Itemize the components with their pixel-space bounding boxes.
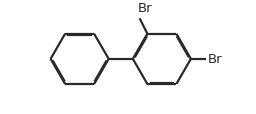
Text: Br: Br <box>138 2 152 15</box>
Text: Br: Br <box>207 53 222 66</box>
